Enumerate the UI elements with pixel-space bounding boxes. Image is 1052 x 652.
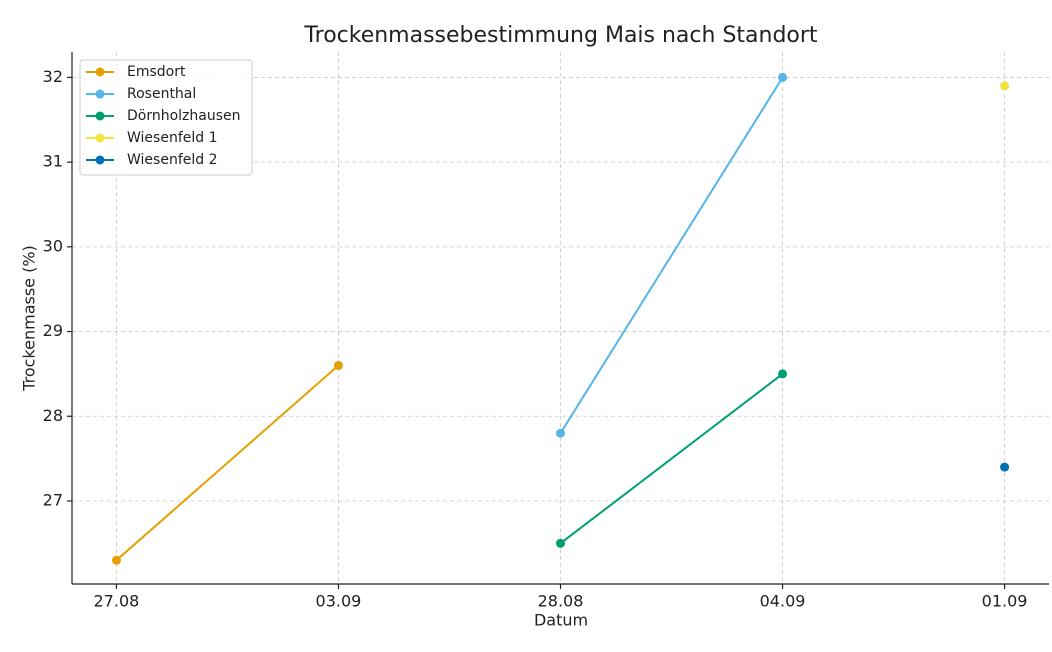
data-point	[778, 72, 788, 82]
data-point	[556, 428, 565, 438]
x-tick-label: 03.09	[316, 592, 362, 611]
series-line	[559, 76, 784, 434]
y-tick-label: 30	[43, 236, 63, 255]
y-tick-label: 31	[43, 152, 63, 171]
y-tick-label: 28	[43, 406, 63, 425]
series-line	[115, 364, 340, 562]
x-tick-label: 04.09	[760, 592, 806, 611]
data-point	[778, 369, 788, 379]
legend-label: Dörnholzhausen	[127, 108, 241, 124]
legend-box	[79, 59, 253, 176]
legend-marker	[95, 133, 105, 143]
legend-label: Emsdort	[127, 64, 186, 80]
legend-marker	[95, 67, 105, 77]
legend-label: Wiesenfeld 1	[127, 130, 218, 146]
y-tick-label: 27	[43, 490, 63, 509]
series-line	[559, 373, 784, 545]
chart-title: Trockenmassebestimmung Mais nach Standor…	[303, 23, 818, 48]
data-point	[1000, 81, 1010, 91]
data-point	[1000, 462, 1010, 472]
legend-marker	[95, 155, 105, 165]
legend-label: Wiesenfeld 2	[127, 152, 218, 168]
data-point	[556, 538, 565, 548]
y-tick-label: 29	[43, 321, 63, 340]
y-axis-label: Trockenmasse (%)	[20, 245, 39, 392]
legend-marker	[95, 89, 105, 99]
x-tick-label: 28.08	[538, 592, 584, 611]
data-point	[333, 360, 343, 370]
data-point	[111, 555, 121, 565]
legend: Emsdort Rosenthal Dörnholzhausen Wiesenfeld…	[79, 59, 253, 176]
legend-label: Rosenthal	[127, 86, 196, 102]
y-tick-label: 32	[43, 67, 63, 86]
x-tick-label: 01.09	[982, 592, 1028, 611]
legend-marker	[95, 111, 105, 121]
x-tick-label: 27.08	[94, 592, 140, 611]
x-axis-label: Datum	[534, 611, 588, 630]
